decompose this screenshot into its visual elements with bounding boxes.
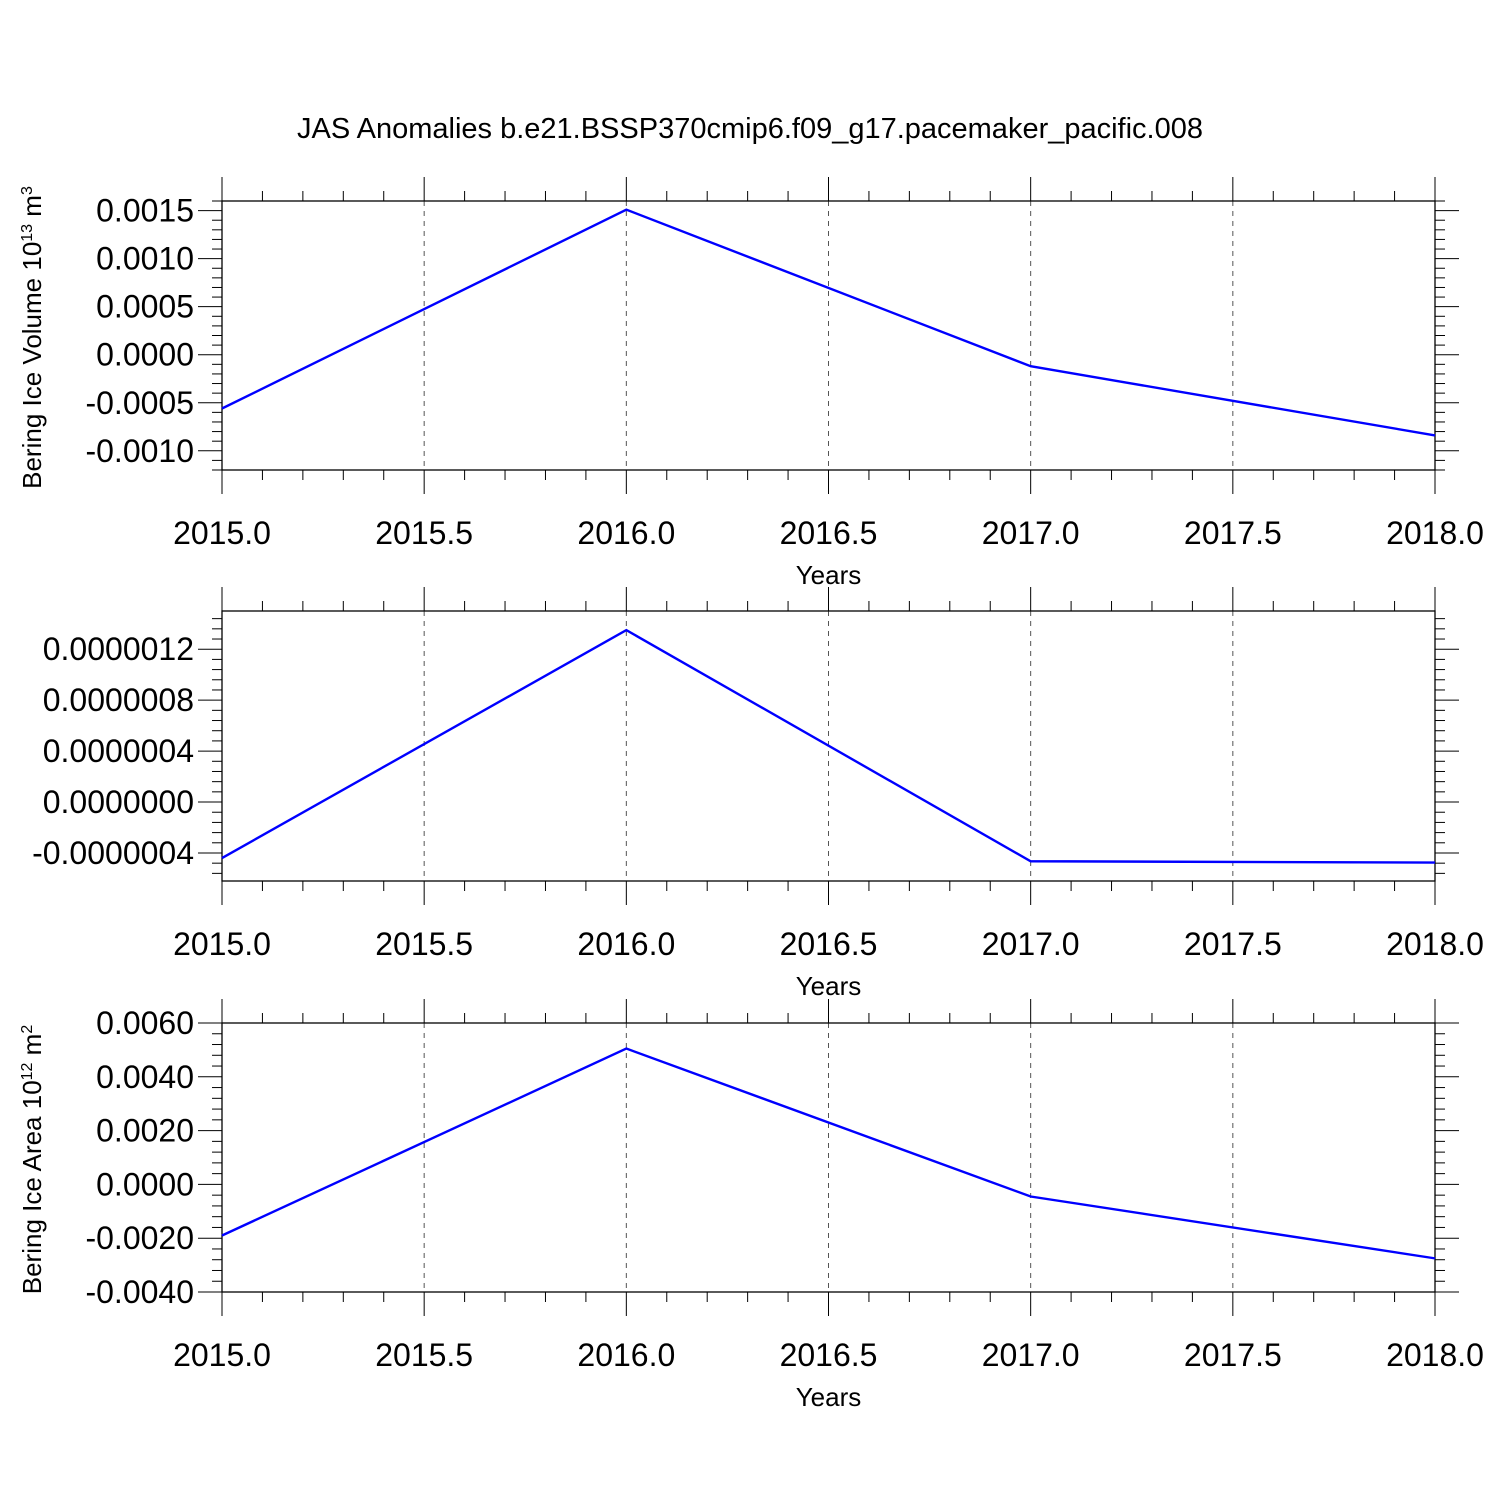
y-axis-title: Bering Ice Volume 1013 m3 [17,186,47,489]
y-tick-label: 0.0000008 [43,682,194,718]
x-tick-label: 2015.5 [375,515,473,551]
x-tick-label: 2015.5 [375,1337,473,1373]
x-tick-label: 2017.5 [1184,926,1282,962]
x-tick-label: 2017.5 [1184,515,1282,551]
chart-panel-3: -0.0040 -0.0020 0.0000 0.0020 0.0040 0.0060 20… [17,999,1484,1412]
x-axis-title: Years [796,1382,862,1412]
y-tick-label: -0.0005 [85,385,194,421]
x-tick-label: 2017.0 [982,926,1080,962]
y-axis-title: Bering Ice Area 1012 m2 [17,1025,47,1295]
y-tick-label: 0.0000012 [43,631,194,667]
chart-panel-2: -0.0000004 0.0000000 0.0000004 0.0000008 0.0… [32,587,1484,1001]
y-tick-label: 0.0000 [96,1166,194,1202]
y-tick-label: -0.0040 [85,1274,194,1310]
y-tick-label: 0.0060 [96,1005,194,1041]
y-tick-label: 0.0000 [96,337,194,373]
chart-panel-1: -0.0010 -0.0005 0.0000 0.0005 0.0010 0.0015 20… [17,177,1484,590]
x-tick-label: 2017.0 [982,1337,1080,1373]
x-tick-label: 2015.5 [375,926,473,962]
x-axis-title: Years [796,560,862,590]
x-tick-label: 2017.5 [1184,1337,1282,1373]
y-tick-label: -0.0020 [85,1220,194,1256]
x-tick-label: 2016.5 [780,926,878,962]
x-tick-label: 2018.0 [1386,515,1484,551]
y-tick-label: 0.0040 [96,1059,194,1095]
figure-title: JAS Anomalies b.e21.BSSP370cmip6.f09_g17… [297,113,1203,145]
x-tick-label: 2016.5 [780,515,878,551]
y-tick-label: -0.0000004 [32,835,194,871]
x-tick-label: 2018.0 [1386,926,1484,962]
x-tick-label: 2018.0 [1386,1337,1484,1373]
y-tick-label: 0.0015 [96,193,194,229]
y-tick-label: 0.0010 [96,241,194,277]
y-tick-label: 0.0005 [96,289,194,325]
x-tick-label: 2016.0 [577,1337,675,1373]
y-tick-label: -0.0010 [85,433,194,469]
y-tick-label: 0.0020 [96,1113,194,1149]
x-tick-label: 2016.5 [780,1337,878,1373]
x-tick-label: 2015.0 [173,926,271,962]
x-axis-title: Years [796,971,862,1001]
x-tick-label: 2015.0 [173,1337,271,1373]
x-tick-label: 2016.0 [577,926,675,962]
x-tick-label: 2017.0 [982,515,1080,551]
y-tick-label: 0.0000004 [43,733,194,769]
y-tick-label: 0.0000000 [43,784,194,820]
x-tick-label: 2016.0 [577,515,675,551]
x-tick-label: 2015.0 [173,515,271,551]
